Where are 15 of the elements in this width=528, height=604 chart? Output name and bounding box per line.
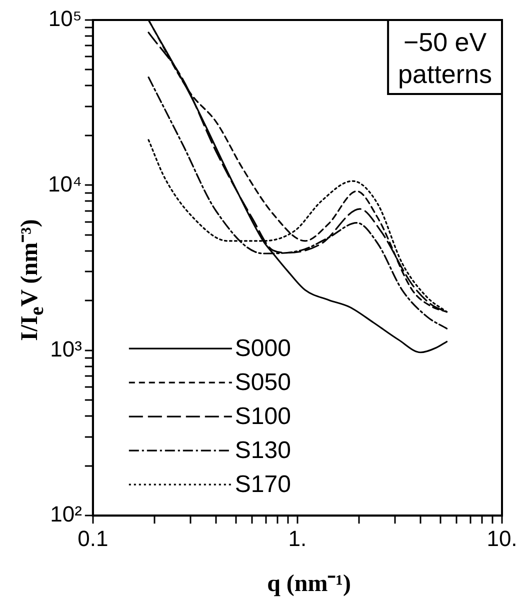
y-tick-label: 10⁵ [48,6,82,32]
legend-label: S000 [234,335,291,362]
legend-label: S050 [234,369,291,396]
legend-label: S130 [234,437,291,464]
x-tick-label: 0.1 [78,526,108,551]
annotation: patterns [398,59,492,90]
legend-label: S100 [234,403,291,430]
y-tick-label: 10² [50,502,82,527]
x-tick-label: 1. [288,526,307,551]
x-tick-label: 10. [486,526,518,551]
y-tick-label: 10³ [50,336,82,362]
y-tick-label: 10⁴ [48,171,82,196]
annotation: −50 eV [403,27,488,58]
legend-label: S170 [234,471,291,498]
x-axis-title: q (nm⁻¹) [266,570,352,598]
